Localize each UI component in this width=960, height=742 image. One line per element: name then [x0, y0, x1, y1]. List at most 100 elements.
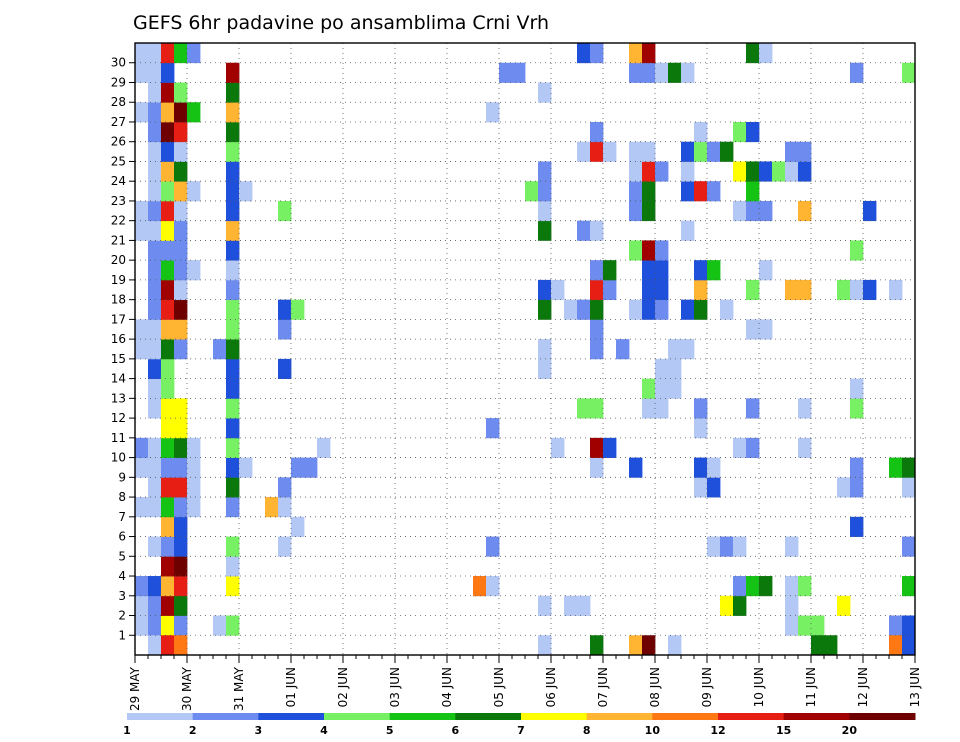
heatmap-cell: [798, 279, 812, 301]
x-tick-label: 01 JUN: [284, 667, 298, 707]
heatmap-cell: [707, 141, 721, 162]
heatmap-cell: [161, 181, 175, 202]
heatmap-cell: [486, 576, 500, 597]
heatmap-cell: [824, 635, 838, 656]
heatmap-cell: [226, 418, 240, 439]
heatmap-cell: [135, 457, 149, 478]
heatmap-cell: [161, 200, 175, 222]
grid-layer: [135, 43, 915, 655]
heatmap-cell: [707, 181, 721, 202]
legend-label: 7: [517, 724, 525, 737]
x-tick-label: 09 JUN: [700, 667, 714, 707]
y-tick-label: 12: [111, 411, 126, 425]
heatmap-cell: [148, 279, 162, 301]
heatmap-cell: [785, 536, 799, 557]
heatmap-cell: [174, 556, 188, 577]
heatmap-cell: [798, 161, 812, 182]
x-tick-label: 31 MAY: [232, 666, 246, 711]
heatmap-cell: [850, 477, 864, 498]
heatmap-cell: [291, 516, 305, 537]
heatmap-cell: [135, 615, 149, 636]
heatmap-cell: [174, 339, 188, 360]
heatmap-cell: [525, 181, 539, 202]
y-axis: 1234567891011121314151617181920212223242…: [111, 56, 135, 642]
heatmap-cell: [759, 43, 773, 64]
heatmap-cell: [148, 102, 162, 123]
heatmap-cell: [694, 457, 708, 478]
heatmap-cell: [148, 161, 162, 182]
heatmap-cell: [564, 595, 578, 616]
heatmap-cell: [161, 102, 175, 123]
heatmap-cell: [837, 477, 851, 498]
heatmap-cell: [668, 635, 682, 656]
legend-swatch: [783, 713, 850, 720]
heatmap-cell: [577, 220, 591, 241]
heatmap-cell: [187, 457, 201, 478]
heatmap-cell: [135, 339, 149, 360]
heatmap-cell: [785, 279, 799, 301]
heatmap-cell: [226, 220, 240, 241]
heatmap-cell: [148, 181, 162, 202]
heatmap-cell: [798, 576, 812, 597]
heatmap-cell: [590, 457, 604, 478]
heatmap-cell: [733, 536, 747, 557]
heatmap-cell: [590, 319, 604, 340]
heatmap-cell: [226, 299, 240, 320]
heatmap-cell: [148, 457, 162, 478]
heatmap-cell: [161, 477, 175, 498]
heatmap-cell: [486, 536, 500, 557]
heatmap-cell: [226, 437, 240, 458]
heatmap-cell: [902, 635, 916, 656]
heatmap-cell: [239, 181, 253, 202]
heatmap-cell: [837, 595, 851, 616]
heatmap-cell: [629, 62, 643, 83]
heatmap-cell: [226, 260, 240, 281]
heatmap-cell: [577, 398, 591, 419]
heatmap-cell: [148, 220, 162, 241]
heatmap-cell: [538, 200, 552, 222]
heatmap-cell: [538, 181, 552, 202]
x-tick-label: 05 JUN: [492, 667, 506, 707]
heatmap-cell: [577, 141, 591, 162]
heatmap-cell: [707, 536, 721, 557]
heatmap-cell: [538, 161, 552, 182]
heatmap-cell: [148, 595, 162, 616]
heatmap-cell: [226, 339, 240, 360]
heatmap-cell: [707, 477, 721, 498]
heatmap-cell: [746, 200, 760, 222]
heatmap-cell: [707, 457, 721, 478]
heatmap-cell: [655, 240, 669, 261]
heatmap-cell: [759, 161, 773, 182]
heatmap-cell: [590, 260, 604, 281]
y-tick-label: 5: [118, 549, 126, 563]
legend-swatch: [389, 713, 456, 720]
legend-swatch: [192, 713, 259, 720]
heatmap-cell: [174, 576, 188, 597]
heatmap-cell: [746, 398, 760, 419]
x-tick-label: 03 JUN: [388, 667, 402, 707]
heatmap-cell: [863, 279, 877, 301]
heatmap-cell: [174, 457, 188, 478]
heatmap-cell: [785, 576, 799, 597]
y-tick-label: 28: [111, 95, 126, 109]
heatmap-cell: [187, 260, 201, 281]
heatmap-cell: [733, 161, 747, 182]
heatmap-cell: [226, 82, 240, 103]
heatmap-cell: [798, 398, 812, 419]
heatmap-cell: [278, 200, 292, 222]
heatmap-cell: [681, 141, 695, 162]
heatmap-cell: [148, 437, 162, 458]
heatmap-cell: [174, 536, 188, 557]
heatmap-cell: [629, 200, 643, 222]
heatmap-cell: [161, 141, 175, 162]
heatmap-cell: [590, 279, 604, 301]
legend-label: 4: [320, 724, 328, 737]
heatmap-cell: [278, 536, 292, 557]
heatmap-cell: [655, 260, 669, 281]
heatmap-cell: [733, 576, 747, 597]
heatmap-cell: [681, 181, 695, 202]
y-tick-label: 30: [111, 56, 126, 70]
heatmap-cell: [733, 437, 747, 458]
heatmap-cell: [226, 181, 240, 202]
x-tick-label: 30 MAY: [180, 666, 194, 711]
